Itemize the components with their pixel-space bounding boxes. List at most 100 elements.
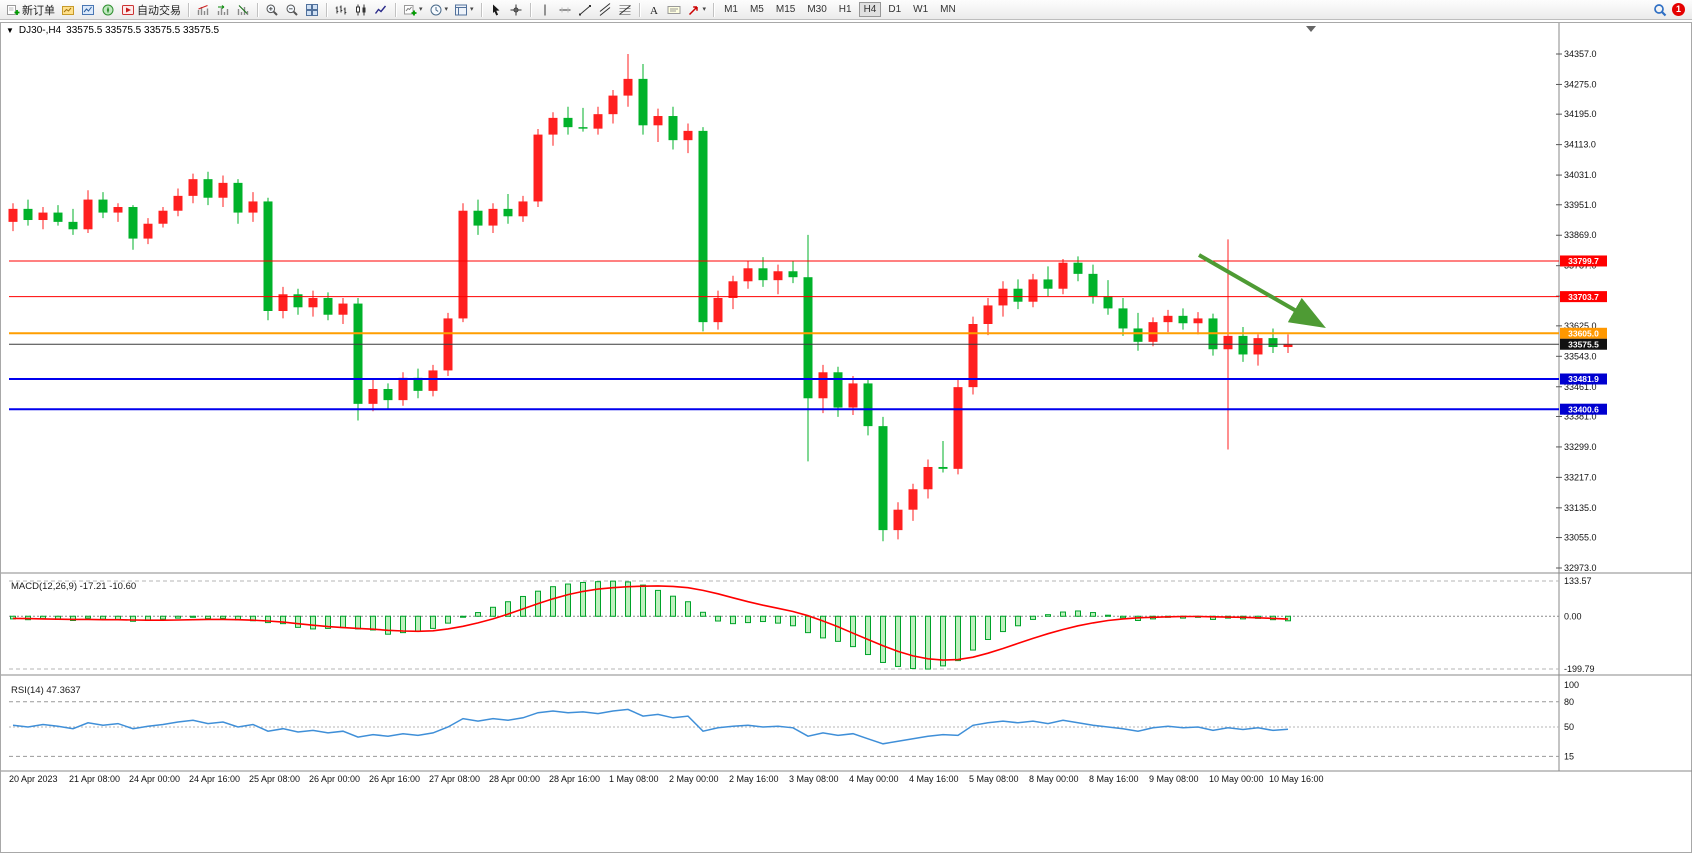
price-badge [1560,291,1607,303]
macd-bar [370,615,376,631]
charts-button[interactable] [58,1,78,19]
candle-body [473,210,483,226]
macd-bar [700,611,706,617]
clock-icon [429,3,443,17]
timeframe-m30-button[interactable]: M30 [802,2,831,17]
toolbar-separator [529,2,531,17]
navigator-button[interactable] [98,1,118,19]
zoom-in-button[interactable] [262,1,282,19]
timeframe-m5-button[interactable]: M5 [745,2,769,17]
tile-windows-button[interactable] [302,1,322,19]
macd-bar [205,615,211,620]
price-tick-label: 33299.0 [1564,442,1597,452]
rsi-level-label: 100 [1564,680,1579,690]
indicator-icon [196,3,210,17]
time-label: 27 Apr 08:00 [429,774,480,784]
macd-bar [820,615,826,639]
macd-bar [610,580,616,617]
bar-chart-button[interactable] [331,1,351,19]
chart-shift-marker[interactable] [1306,26,1316,32]
new-chart-button[interactable]: ▾ [400,1,426,19]
rsi-label: RSI(14) 47.3637 [11,685,81,696]
crosshair-button[interactable] [506,1,526,19]
arrow-annotation[interactable] [1198,253,1326,328]
candle-body [818,372,828,399]
toolbar-separator [713,2,715,17]
arrows-button[interactable]: ▾ [684,1,710,19]
zoom-out-button[interactable] [282,1,302,19]
candlestick-chart-button[interactable] [351,1,371,19]
indicator-list-button[interactable] [193,1,213,19]
time-label: 28 Apr 00:00 [489,774,540,784]
candle-body [833,372,843,408]
rsi-level-label: 15 [1564,751,1574,761]
indicator-remove-button[interactable] [233,1,253,19]
timeframe-mn-button[interactable]: MN [935,2,961,17]
candle-body [158,210,168,224]
timeframe-m1-button[interactable]: M1 [719,2,743,17]
candle-body [173,195,183,211]
price-tick-label: 33381.0 [1564,411,1597,421]
macd-bar [640,584,646,617]
cursor-button[interactable] [486,1,506,19]
new-order-button[interactable]: 新订单 [3,1,58,19]
timeframe-d1-button[interactable]: D1 [883,2,906,17]
macd-bar [655,589,661,617]
chart-canvas[interactable]: 34357.0 34275.0 34195.0 34113.0 34031.0 33951… [1,23,1692,853]
market-watch-icon [81,3,95,17]
macd-bar [1105,614,1111,617]
svg-text:A: A [650,5,658,17]
price-badge-label: 33400.6 [1568,404,1599,414]
timeframe-h1-button[interactable]: H1 [834,2,857,17]
candle-body [83,199,93,230]
search-icon [1653,3,1667,17]
text-button[interactable]: A [644,1,664,19]
candle-body [968,323,978,388]
macd-bar [355,615,361,630]
time-label: 21 Apr 08:00 [69,774,120,784]
macd-bar [445,615,451,624]
candle-body [293,294,303,308]
chart-titlebar: ▼ DJ30-,H4 33575.5 33575.5 33575.5 33575… [6,25,219,36]
search-button[interactable] [1650,1,1670,19]
horizontal-line-button[interactable] [555,1,575,19]
toolbar-separator [188,2,189,17]
market-watch-button[interactable] [78,1,98,19]
candle-body [653,116,663,126]
periods-button[interactable]: ▾ [426,1,452,19]
vertical-line-button[interactable] [535,1,555,19]
macd-bar [970,615,976,651]
text-label-button[interactable] [664,1,684,19]
candle-body [1043,279,1053,289]
macd-bar [985,615,991,640]
timeframe-h4-button[interactable]: H4 [858,2,882,17]
channel-button[interactable] [595,1,615,19]
candle-body [203,179,213,198]
timeframe-m15-button[interactable]: M15 [771,2,800,17]
macd-bar [85,615,91,619]
templates-button[interactable]: ▾ [451,1,477,19]
indicator-add-button[interactable] [213,1,233,19]
candle-body [98,199,108,213]
chart-window: ▼ DJ30-,H4 33575.5 33575.5 33575.5 33575… [0,22,1692,853]
trendline-button[interactable] [575,1,595,19]
candle-body [233,182,243,213]
trend-icon [578,3,592,17]
navigator-icon [101,3,115,17]
timeframe-w1-button[interactable]: W1 [908,2,933,17]
candle-body [323,298,333,315]
time-label: 26 Apr 16:00 [369,774,420,784]
auto-trading-button[interactable]: 自动交易 [118,1,184,19]
candle-body [1283,344,1293,348]
chart-menu-icon[interactable]: ▼ [6,26,14,35]
fibonacci-button[interactable] [615,1,635,19]
price-badge-label: 33605.0 [1568,328,1599,338]
macd-bar [295,615,301,628]
macd-bar [430,615,436,629]
chart-symbol-period: DJ30-,H4 [18,25,62,36]
macd-bar [775,615,781,624]
line-chart-button[interactable] [371,1,391,19]
candle-body [143,223,153,239]
price-tick-label: 32973.0 [1564,563,1597,573]
time-label: 9 May 08:00 [1149,774,1199,784]
